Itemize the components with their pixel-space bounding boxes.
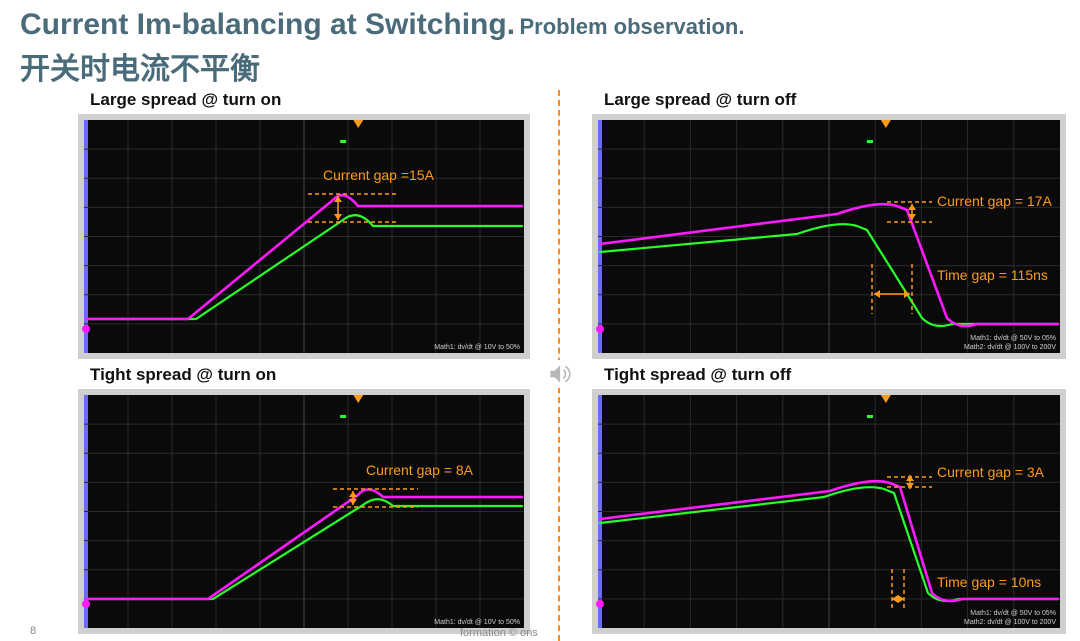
panel-title: Large spread @ turn on (78, 90, 530, 110)
panel-tight-turnon: Tight spread @ turn on Math1: dv/dt @ 10… (78, 365, 530, 634)
title-sub: Problem observation. (520, 14, 745, 39)
footer-text: formation © ons (460, 627, 538, 639)
svg-text:Current gap =15A: Current gap =15A (323, 167, 435, 183)
svg-text:Math2: dv/dt @ 100V to 200V: Math2: dv/dt @ 100V to 200V (964, 344, 1056, 351)
panel-title: Tight spread @ turn on (78, 365, 530, 385)
svg-text:Math1: dv/dt @ 10V to 50%: Math1: dv/dt @ 10V to 50% (434, 344, 520, 351)
panel-large-turnon: Large spread @ turn on Math1: dv/dt @ 10… (78, 90, 530, 359)
svg-text:Current gap = 17A: Current gap = 17A (937, 193, 1052, 209)
svg-text:Math2: dv/dt @ 100V to 200V: Math2: dv/dt @ 100V to 200V (964, 619, 1056, 626)
panel-title: Tight spread @ turn off (592, 365, 1066, 385)
title-main: Current Im-balancing at Switching. (20, 8, 515, 41)
svg-text:Time gap = 10ns: Time gap = 10ns (937, 574, 1041, 590)
scope-chart: Math1: dv/dt @ 10V to 50% Current gap = 8… (78, 389, 530, 634)
slide-title: Current Im-balancing at Switching. Probl… (0, 0, 1080, 88)
panel-tight-turnoff: Tight spread @ turn off Math1: dv/dt @ 5… (592, 365, 1066, 634)
page-number: 8 (30, 625, 36, 637)
svg-text:Time gap = 115ns: Time gap = 115ns (937, 267, 1048, 283)
panel-large-turnoff: Large spread @ turn off Math1: dv/dt @ 5… (592, 90, 1066, 359)
svg-text:Math1: dv/dt @ 50V to 05%: Math1: dv/dt @ 50V to 05% (970, 335, 1056, 342)
scope-chart: Math1: dv/dt @ 50V to 05% Math2: dv/dt @ … (592, 114, 1066, 359)
panel-title: Large spread @ turn off (592, 90, 1066, 110)
svg-text:Math1: dv/dt @ 50V to 05%: Math1: dv/dt @ 50V to 05% (970, 610, 1056, 617)
scope-chart: Math1: dv/dt @ 10V to 50% Current gap =15… (78, 114, 530, 359)
title-cn: 开关时电流不平衡 (20, 44, 1060, 88)
speaker-icon (545, 360, 573, 388)
svg-text:Math1: dv/dt @ 10V to 50%: Math1: dv/dt @ 10V to 50% (434, 619, 520, 626)
svg-text:Current gap = 3A: Current gap = 3A (937, 464, 1045, 480)
scope-chart: Math1: dv/dt @ 50V to 05% Math2: dv/dt @ … (592, 389, 1066, 634)
svg-text:Current gap = 8A: Current gap = 8A (366, 462, 474, 478)
